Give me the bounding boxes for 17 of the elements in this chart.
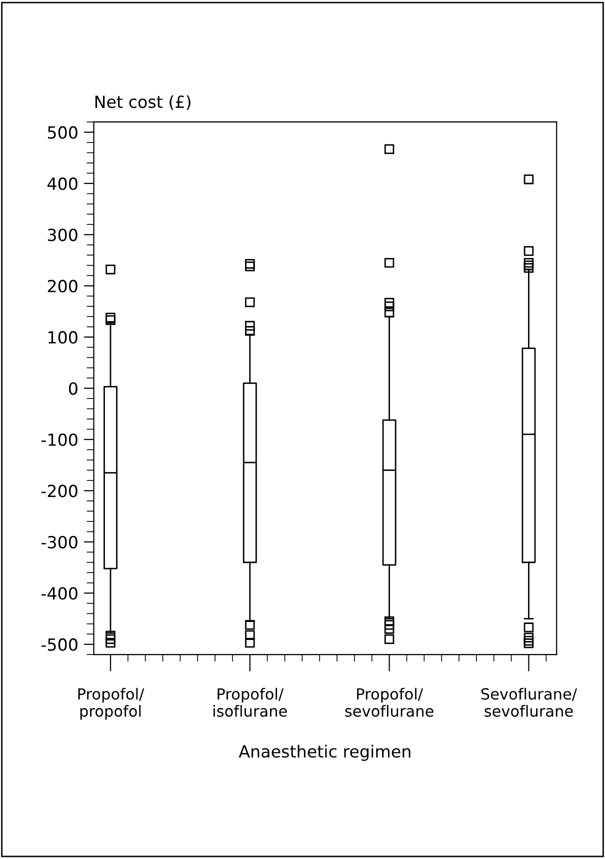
x-tick-label: Propofol/ sevoflurane <box>345 688 434 717</box>
y-tick-label: 500 <box>48 126 78 139</box>
y-tick-label: 100 <box>48 331 78 344</box>
x-tick-label: Propofol/ isoflurane <box>214 688 287 717</box>
y-axis-title: Net cost (£) <box>95 95 190 110</box>
y-tick-label: 200 <box>48 280 78 292</box>
y-tick-label: 400 <box>48 177 78 190</box>
y-tick-label: -300 <box>41 536 78 548</box>
y-tick-label: -100 <box>41 433 78 446</box>
y-tick-label: -500 <box>41 638 78 651</box>
x-tick-label: Sevoflurane/ sevoflurane <box>481 688 578 717</box>
y-tick-label: -400 <box>41 587 78 600</box>
y-tick-label: 300 <box>48 228 78 242</box>
x-tick-label: Propofol/ propofol <box>78 688 144 720</box>
y-tick-label: -200 <box>41 484 78 498</box>
y-tick-label: 0 <box>68 382 78 395</box>
x-axis-title: Anaesthetic regimen <box>238 744 410 761</box>
